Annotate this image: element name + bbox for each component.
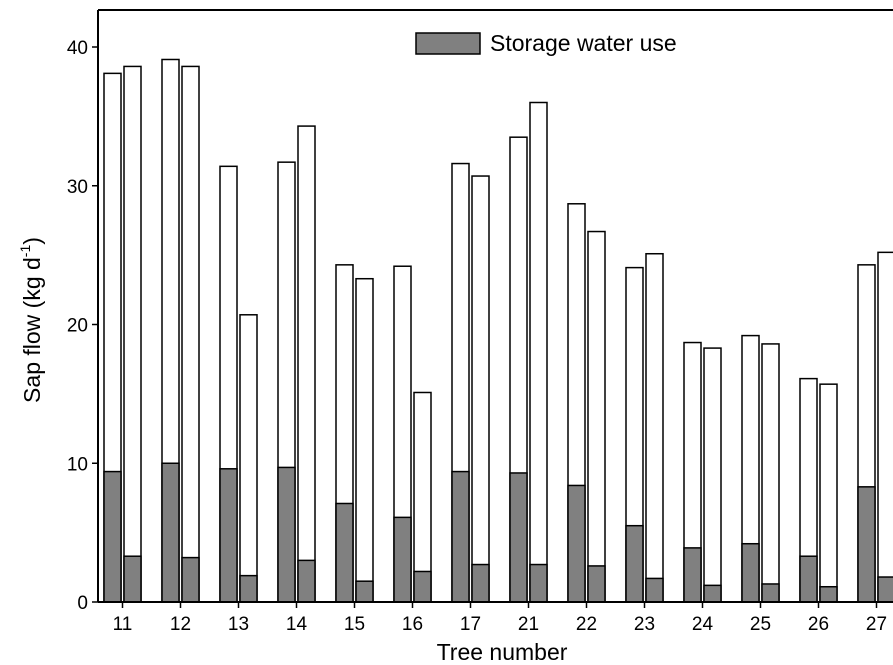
storage-bar [703,584,722,603]
total-bar [587,230,606,603]
bar-group [103,58,893,603]
x-tick-label: 11 [113,614,133,635]
x-tick-label: 22 [576,614,597,635]
y-axis-title-main: Sap flow (kg d [19,257,45,403]
storage-bar [799,555,818,603]
storage-bar [529,563,548,603]
storage-bar [335,502,354,603]
storage-bar [219,468,238,603]
legend: Storage water use [415,30,677,56]
storage-bar [645,577,664,603]
x-tick-label: 14 [286,614,308,635]
y-axis-title-end: ) [19,237,45,245]
x-tick-label: 26 [808,614,829,635]
x-tick-label: 12 [170,614,191,635]
x-tick-label: 17 [460,614,481,635]
x-tick-label: 13 [228,614,249,635]
y-axis-title-superscript: -1 [17,245,33,258]
legend-swatch [415,32,481,55]
total-bar [877,251,893,603]
y-tick-label: 40 [67,38,88,59]
storage-bar [413,570,432,603]
storage-bar [567,484,586,603]
y-axis-title: Sap flow (kg d-1) [17,237,45,403]
storage-bar [625,524,644,603]
total-bar [529,101,548,603]
total-bar [819,383,838,603]
storage-bar [181,556,200,603]
total-bar [239,314,258,603]
storage-bar [123,555,142,603]
total-bar [355,277,374,603]
total-bar [297,125,316,603]
total-bar [761,343,780,603]
storage-bar [297,559,316,603]
y-tick-label: 20 [67,316,88,337]
y-ticks: 0 10 20 30 40 [67,38,98,614]
storage-bar [741,542,760,603]
total-bar [471,175,490,603]
total-bar [645,252,664,603]
storage-bar [471,563,490,603]
storage-bar [355,580,374,603]
y-tick-label: 10 [67,454,88,475]
y-tick-label: 30 [67,177,88,198]
x-tick-label: 23 [634,614,655,635]
storage-bar [239,574,258,603]
total-bar [413,391,432,603]
y-tick-label: 0 [77,593,88,614]
storage-bar [761,583,780,603]
storage-bar [857,486,876,603]
storage-bar [587,565,606,603]
total-bar [123,65,142,603]
storage-bar [393,516,412,603]
storage-bar [277,466,296,603]
x-tick-label: 27 [866,614,887,635]
x-tick-label: 24 [692,614,714,635]
storage-bar [451,470,470,603]
storage-bar [161,462,180,603]
total-bar [703,347,722,603]
storage-bar [103,470,122,603]
storage-bar [509,472,528,603]
storage-bar [819,585,838,603]
x-tick-label: 25 [750,614,771,635]
x-tick-label: 16 [402,614,423,635]
x-tick-label: 15 [344,614,365,635]
legend-label: Storage water use [490,30,677,56]
x-tick-label: 21 [518,614,539,635]
x-ticks: 11 12 13 14 15 16 17 21 22 23 24 25 26 27 [113,602,887,635]
x-axis-title: Tree number [437,639,568,665]
storage-bar [877,576,893,603]
total-bar [181,65,200,603]
storage-bar [683,547,702,603]
